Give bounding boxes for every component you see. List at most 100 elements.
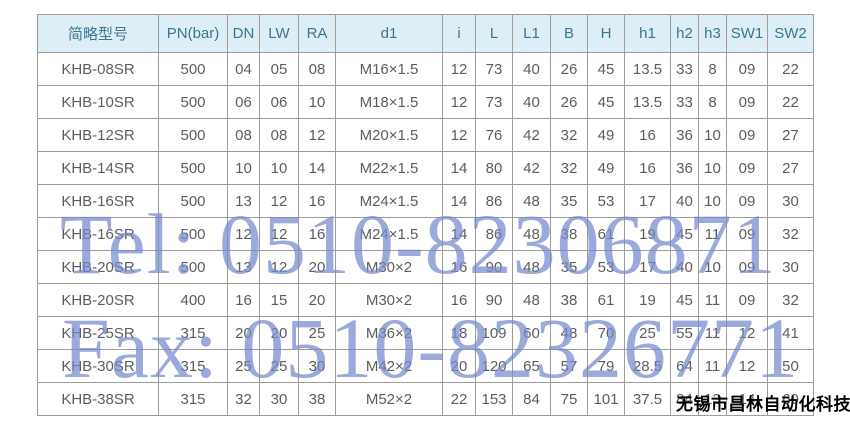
value-cell: M20×1.5: [335, 118, 443, 152]
value-cell: 27: [767, 151, 814, 185]
value-cell: 30: [298, 349, 336, 383]
value-cell: M24×1.5: [335, 184, 443, 218]
column-header: d1: [335, 14, 443, 53]
value-cell: 10: [259, 151, 299, 185]
value-cell: 32: [227, 382, 260, 416]
value-cell: 40: [512, 85, 551, 119]
column-header: H: [587, 14, 625, 53]
value-cell: 109: [475, 316, 513, 350]
value-cell: 11: [698, 283, 727, 317]
value-cell: 25: [298, 316, 336, 350]
value-cell: 19: [624, 217, 671, 251]
value-cell: 36: [670, 118, 699, 152]
value-cell: 26: [550, 85, 588, 119]
value-cell: 45: [670, 283, 699, 317]
value-cell: 8: [698, 85, 727, 119]
value-cell: 11: [698, 316, 727, 350]
value-cell: 05: [259, 52, 299, 86]
value-cell: 10: [698, 151, 727, 185]
model-cell: KHB-10SR: [37, 85, 159, 119]
column-header: PN(bar): [158, 14, 228, 53]
value-cell: 86: [475, 217, 513, 251]
value-cell: 06: [227, 85, 260, 119]
value-cell: 41: [767, 316, 814, 350]
table-row: KHB-10SR 500 06 06 10 M18×1.5 12 73 40 26 45 13.5 33…: [37, 85, 814, 119]
value-cell: 101: [587, 382, 625, 416]
value-cell: 14: [442, 151, 476, 185]
column-header: RA: [298, 14, 336, 53]
value-cell: 25: [259, 349, 299, 383]
value-cell: 30: [767, 250, 814, 284]
value-cell: 17: [624, 250, 671, 284]
column-header: SW2: [767, 14, 814, 53]
value-cell: 55: [670, 316, 699, 350]
value-cell: 09: [726, 250, 768, 284]
value-cell: 08: [227, 118, 260, 152]
value-cell: 16: [227, 283, 260, 317]
value-cell: 48: [512, 250, 551, 284]
value-cell: 13.5: [624, 52, 671, 86]
value-cell: 37.5: [624, 382, 671, 416]
value-cell: 57: [550, 349, 588, 383]
value-cell: 500: [158, 250, 228, 284]
column-header: LW: [259, 14, 299, 53]
value-cell: 153: [475, 382, 513, 416]
value-cell: 48: [550, 316, 588, 350]
value-cell: 45: [587, 52, 625, 86]
value-cell: 70: [587, 316, 625, 350]
column-header: 简略型号: [37, 14, 159, 53]
value-cell: 12: [259, 250, 299, 284]
value-cell: 45: [587, 85, 625, 119]
value-cell: 09: [726, 118, 768, 152]
value-cell: 09: [726, 283, 768, 317]
value-cell: 16: [298, 184, 336, 218]
value-cell: 500: [158, 118, 228, 152]
value-cell: 25: [227, 349, 260, 383]
value-cell: 8: [698, 52, 727, 86]
value-cell: M30×2: [335, 250, 443, 284]
value-cell: 15: [259, 283, 299, 317]
value-cell: 32: [767, 217, 814, 251]
value-cell: 500: [158, 184, 228, 218]
value-cell: 16: [298, 217, 336, 251]
value-cell: 80: [475, 151, 513, 185]
value-cell: 08: [259, 118, 299, 152]
value-cell: M24×1.5: [335, 217, 443, 251]
table-row: KHB-20SR 400 16 15 20 M30×2 16 90 48 38 61 19 45 11 09…: [37, 283, 814, 317]
value-cell: 20: [298, 250, 336, 284]
value-cell: 10: [227, 151, 260, 185]
model-cell: KHB-14SR: [37, 151, 159, 185]
column-header: SW1: [726, 14, 768, 53]
value-cell: 84: [670, 382, 699, 416]
value-cell: 49: [587, 118, 625, 152]
model-cell: KHB-38SR: [37, 382, 159, 416]
value-cell: 16: [442, 250, 476, 284]
value-cell: 09: [726, 151, 768, 185]
value-cell: 38: [550, 217, 588, 251]
value-cell: 25: [624, 316, 671, 350]
value-cell: 48: [512, 184, 551, 218]
value-cell: 53: [587, 250, 625, 284]
value-cell: 35: [550, 184, 588, 218]
value-cell: M16×1.5: [335, 52, 443, 86]
value-cell: 18: [442, 316, 476, 350]
value-cell: 12: [298, 118, 336, 152]
value-cell: 28.5: [624, 349, 671, 383]
value-cell: 500: [158, 85, 228, 119]
column-header: i: [442, 14, 476, 53]
column-header: h2: [670, 14, 699, 53]
value-cell: M22×1.5: [335, 151, 443, 185]
value-cell: 11: [698, 217, 727, 251]
value-cell: 400: [158, 283, 228, 317]
table-row: KHB-16SR 500 12 12 16 M24×1.5 14 86 48 38 61 19 45 11…: [37, 217, 814, 251]
value-cell: 75: [550, 382, 588, 416]
value-cell: M30×2: [335, 283, 443, 317]
value-cell: 40: [670, 250, 699, 284]
value-cell: 48: [512, 283, 551, 317]
value-cell: 30: [259, 382, 299, 416]
table-row: KHB-14SR 500 10 10 14 M22×1.5 14 80 42 32 49 16 36 10…: [37, 151, 814, 185]
value-cell: M18×1.5: [335, 85, 443, 119]
table-row: KHB-25SR 315 20 20 25 M36×2 18 109 60 48 70 25 55 11 1…: [37, 316, 814, 350]
value-cell: 20: [259, 316, 299, 350]
